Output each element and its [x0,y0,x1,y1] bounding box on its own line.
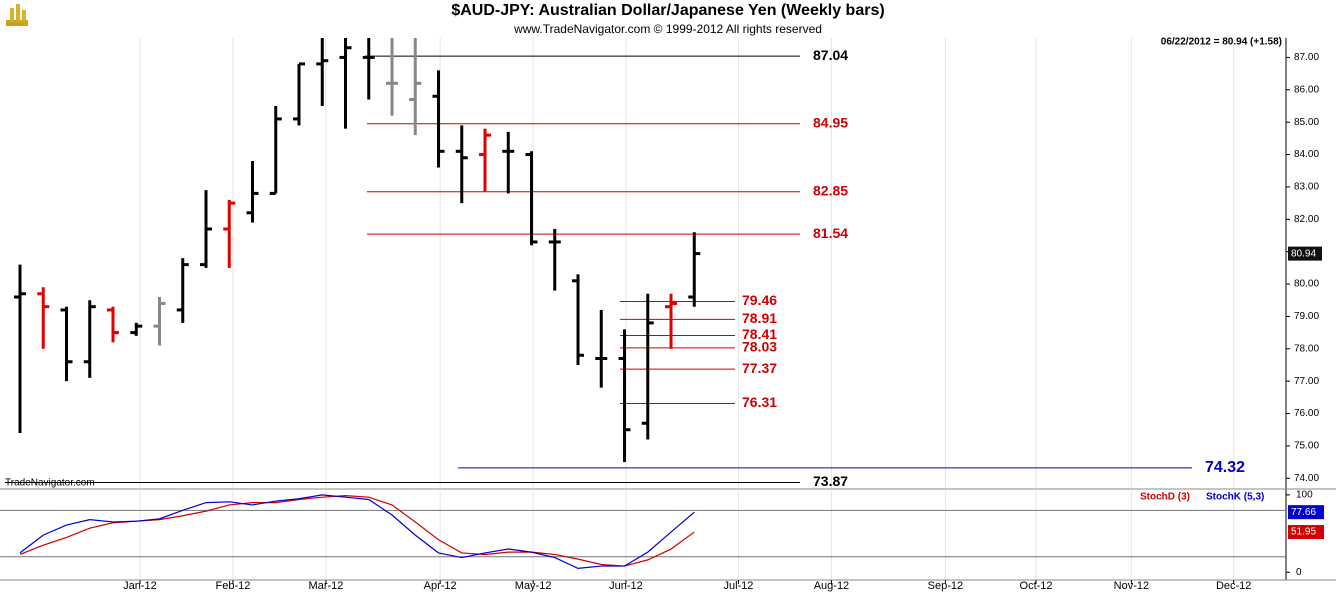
header-note: 06/22/2012 = 80.94 (+1.58) [1161,37,1282,48]
x-tick-label: Sep-12 [928,580,963,592]
level-label: 81.54 [813,225,848,241]
subtitle: www.TradeNavigator.com © 1999-2012 All r… [513,22,822,36]
y-tick-label: 84.00 [1294,149,1319,160]
x-tick-label: Aug-12 [814,580,849,592]
y-tick-label: 76.00 [1294,408,1319,419]
x-tick-label: Mar-12 [309,580,344,592]
level-label: 84.95 [813,114,848,130]
level-label: 78.03 [742,339,777,355]
chart-title: $AUD-JPY: Australian Dollar/Japanese Yen… [451,2,884,19]
level-label: 79.46 [742,292,777,308]
y-tick-label: 82.00 [1294,214,1319,225]
logo [6,4,28,26]
y-tick-label: 75.00 [1294,441,1319,452]
x-tick-label: Dec-12 [1216,580,1251,592]
x-tick-label: Jun-12 [609,580,643,592]
y-tick-label: 80.00 [1294,279,1319,290]
y-tick-label: 86.00 [1294,84,1319,95]
source: TradeNavigator.com [5,478,95,489]
level-label: 73.87 [813,473,848,489]
last-price-badge [1288,246,1322,261]
level-label: 74.32 [1205,459,1245,476]
legend-entry: StochD (3) [1140,492,1190,503]
value-badge [1288,505,1324,520]
x-tick-label: Nov-12 [1114,580,1149,592]
y-tick-label: 0 [1296,567,1302,578]
y-tick-label: 77.00 [1294,376,1319,387]
level-label: 77.37 [742,360,777,376]
x-tick-label: Feb-12 [216,580,251,592]
x-tick-label: Apr-12 [424,580,457,592]
x-tick-label: Jan-12 [123,580,157,592]
y-tick-label: 100 [1296,490,1313,501]
y-tick-label: 79.00 [1294,311,1319,322]
level-label: 82.85 [813,182,848,198]
x-tick-label: May-12 [515,580,552,592]
level-label: 78.91 [742,310,777,326]
x-tick-label: Jul-12 [723,580,753,592]
y-tick-label: 83.00 [1294,182,1319,193]
level-label: 76.31 [742,394,777,410]
level-label: 78.41 [742,326,777,342]
legend-entry: StochK (5,3) [1206,492,1264,503]
y-tick-label: 85.00 [1294,117,1319,128]
y-tick-label: 87.00 [1294,52,1319,63]
last-price-label: 80.94 [1291,248,1316,259]
x-tick-label: Oct-12 [1020,580,1053,592]
value-badge-label: 77.66 [1291,507,1316,518]
y-tick-label: 74.00 [1294,473,1319,484]
value-badge [1288,525,1324,540]
value-badge-label: 51.95 [1291,527,1316,538]
y-tick-label: 78.00 [1294,343,1319,354]
level-label: 87.04 [813,47,848,63]
stoch-line [19,494,695,570]
